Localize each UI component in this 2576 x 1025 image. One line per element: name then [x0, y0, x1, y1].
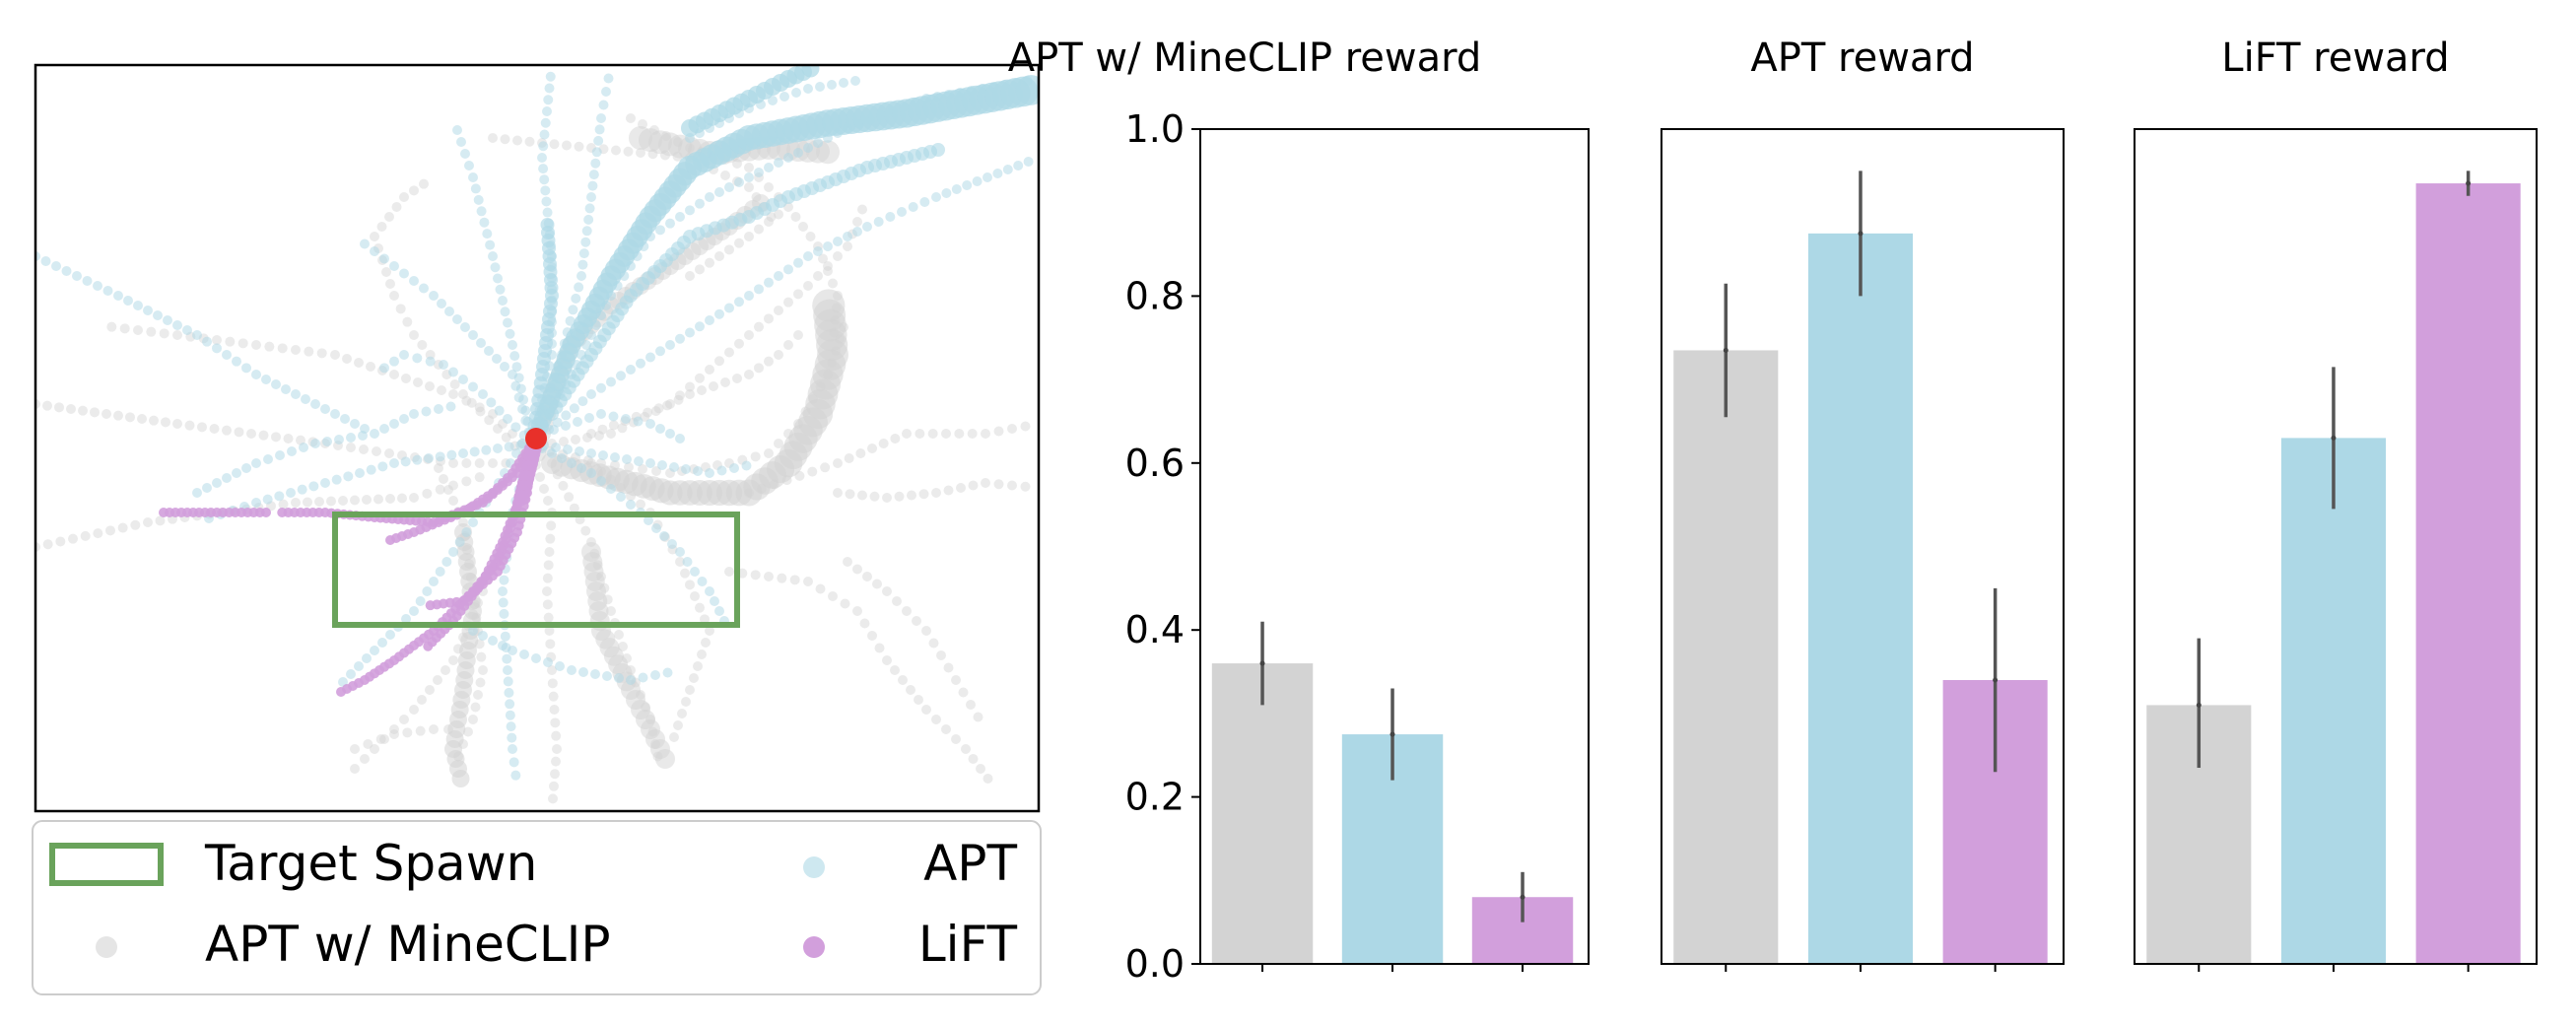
bar-mean-dot [2466, 180, 2472, 186]
start-marker [525, 428, 547, 449]
bar-panel-apt-mineclip-reward: APT w/ MineCLIP reward 0.0 0.2 0.4 0.6 0.8 1.… [1008, 35, 1590, 986]
target-spawn-region [332, 512, 740, 628]
legend-label-apt-mineclip: APT w/ MineCLIP [205, 916, 611, 973]
panel-frame [2134, 128, 2538, 965]
y-tick-label: 0.8 [1125, 274, 1185, 317]
bar-panel-lift-reward: LiFT reward [2134, 35, 2538, 972]
bar-mean-dot [2196, 702, 2202, 708]
trajectory-points [35, 65, 1039, 804]
panel-frame [1661, 128, 2065, 965]
panel-frame [1199, 128, 1590, 965]
y-tick-label: 0.6 [1125, 442, 1185, 485]
bar-mean-dot [1390, 731, 1395, 737]
bar-mean-dot [1259, 660, 1265, 666]
bar-mean-dot [1858, 231, 1864, 237]
bar [2280, 438, 2386, 964]
bar-mean-dot [2331, 435, 2337, 441]
legend-label-apt: APT [923, 835, 1017, 892]
y-tick-label: 0.4 [1125, 608, 1185, 651]
legend-marker-apt-mineclip [96, 936, 117, 958]
bar [1673, 350, 1779, 965]
legend: Target Spawn APT APT w/ MineCLIP LiFT [32, 820, 1042, 995]
bar [1211, 663, 1314, 964]
panel-title: APT w/ MineCLIP reward [1008, 35, 1482, 81]
trajectory-trail [681, 65, 820, 137]
trajectory-trail [468, 626, 673, 685]
legend-frame [32, 820, 1042, 995]
trajectory-trail [537, 409, 685, 444]
bar [2415, 183, 2521, 964]
trajectory-trail [527, 73, 614, 448]
bar-mean-dot [1723, 347, 1729, 353]
trajectory-trail [527, 157, 1034, 448]
legend-marker-lift [803, 936, 825, 958]
y-tick-label: 1.0 [1125, 107, 1185, 151]
trajectory-trail [192, 401, 456, 498]
panel-title: LiFT reward [2221, 35, 2449, 81]
legend-marker-apt [803, 856, 825, 878]
trajectory-trail [527, 448, 562, 804]
trajectory-trail [843, 557, 983, 722]
bar [1807, 233, 1913, 964]
trajectory-trail [833, 478, 1031, 503]
bar-mean-dot [1520, 894, 1525, 900]
legend-label-target-spawn: Target Spawn [204, 835, 537, 892]
y-tick-label: 0.2 [1125, 776, 1185, 819]
legend-label-lift: LiFT [918, 916, 1018, 973]
trajectory-map [34, 63, 1041, 813]
bar-panel-apt-reward: APT reward [1661, 35, 2065, 972]
trajectory-trail [159, 508, 271, 517]
trajectory-trail [106, 321, 537, 458]
legend-swatch-target-spawn [49, 843, 164, 886]
trajectory-trail [527, 439, 752, 478]
trajectory-trail [35, 472, 485, 552]
trajectory-trail [35, 251, 370, 434]
trajectory-trail [545, 143, 945, 421]
panel-title: APT reward [1750, 35, 1974, 81]
trajectory-trail [528, 75, 1039, 443]
trajectory-map-frame [34, 63, 1041, 813]
trajectory-trail [581, 542, 675, 769]
trajectory-trail [350, 724, 453, 754]
bar-mean-dot [1993, 677, 1999, 683]
y-tick-label: 0.0 [1125, 942, 1185, 986]
trajectory-trail [360, 239, 537, 448]
